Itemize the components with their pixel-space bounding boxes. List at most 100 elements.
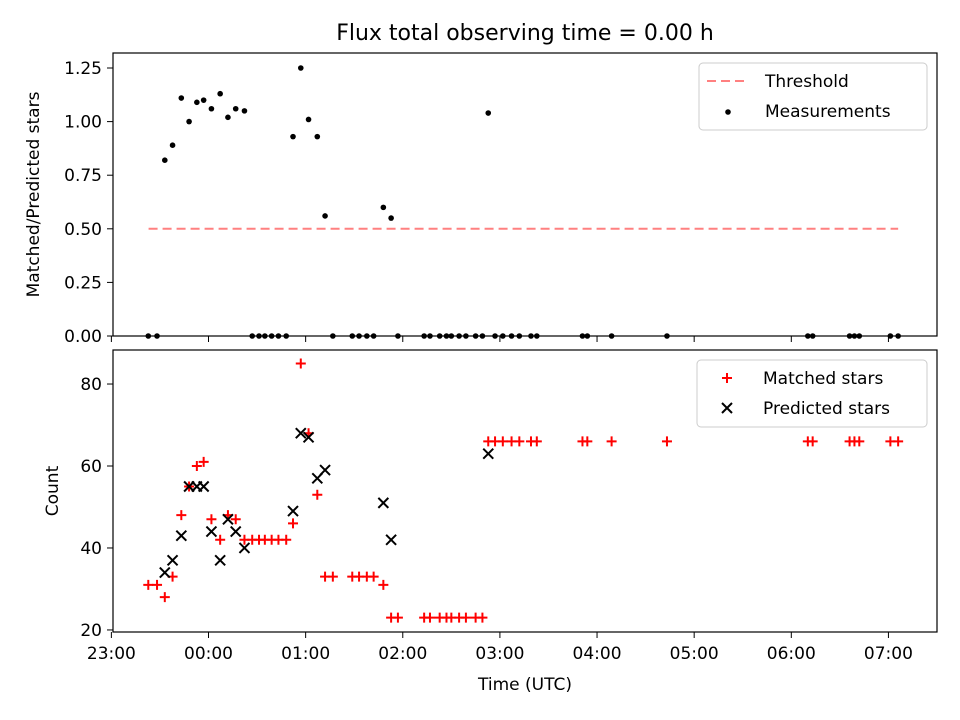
legend-top: Threshold Measurements (698, 62, 928, 131)
measurement-point (528, 333, 534, 339)
measurement-point (500, 333, 506, 339)
measurement-point (508, 333, 515, 339)
predicted-star-point (319, 464, 331, 476)
measurement-point (448, 333, 455, 339)
matched-star-point (230, 514, 241, 525)
measurement-point (395, 333, 401, 339)
x-tick-label: 05:00 (670, 644, 719, 664)
matched-star-point (176, 510, 187, 521)
matched-star-point (288, 518, 299, 529)
matched-star-point (191, 460, 202, 471)
legend-predicted-swatch (721, 402, 733, 414)
legend-threshold-label: Threshold (764, 72, 849, 92)
predicted-star-point (377, 497, 390, 509)
measurement-point (217, 90, 223, 97)
predicted-star-point (197, 480, 210, 493)
measurement-point (851, 333, 858, 339)
y-tick-label: 0.00 (64, 327, 102, 347)
y-tick-label: 1.00 (64, 113, 102, 133)
top-panel: 0.00 0.25 0.50 0.75 1.00 1.25 Matched/Predicte… (24, 52, 938, 347)
measurement-point (664, 333, 670, 339)
predicted-star-point (166, 554, 179, 566)
measurement-point (608, 333, 615, 339)
measurement-point (472, 333, 479, 339)
measurement-point (169, 142, 176, 148)
matched-star-point (215, 534, 226, 545)
measurement-point (380, 204, 387, 211)
y-tick-label: 20 (80, 621, 102, 641)
matched-star-point (143, 579, 154, 590)
measurement-point (436, 333, 443, 339)
measurement-point (856, 333, 863, 339)
measurement-point (388, 215, 394, 221)
axes-frame (112, 349, 938, 633)
measurement-point (370, 333, 377, 339)
measurement-point (516, 333, 523, 339)
x-tick-label: 06:00 (767, 644, 816, 664)
matched-star-point (531, 436, 542, 447)
measurement-point (443, 333, 450, 339)
legend-bottom: Matched stars Predicted stars (696, 359, 928, 428)
axes-frame (112, 52, 938, 337)
measurement-point (249, 333, 256, 339)
y-tick-label: 60 (80, 457, 102, 477)
measurement-point (305, 116, 312, 123)
measurement-point (356, 333, 362, 339)
predicted-star-point (302, 431, 315, 444)
measurement-point (241, 108, 248, 114)
x-tick-label: 02:00 (378, 644, 427, 664)
matched-star-point (327, 571, 338, 582)
measurement-point (364, 333, 370, 339)
legend-measurement-label: Measurements (765, 102, 891, 122)
bottom-panel: 20 40 60 80 23:00 00:00 01:00 02:00 03:00 04:00 05… (43, 349, 938, 695)
legend-matched-swatch (722, 373, 732, 383)
measurement-point (579, 333, 586, 339)
measurement-point (479, 333, 486, 339)
measurement-point (427, 333, 433, 339)
measurement-point (314, 133, 321, 140)
measurement-point (186, 118, 192, 125)
matched-star-point (893, 436, 904, 447)
measurement-point (584, 333, 591, 339)
matched-star-point (159, 592, 170, 603)
measurement-point (145, 333, 152, 339)
x-tick-label: 23:00 (87, 644, 136, 664)
x-tick-label: 01:00 (281, 644, 330, 664)
matched-star-point (606, 436, 617, 447)
measurement-point (283, 333, 290, 339)
matched-star-point (312, 489, 323, 500)
measurement-point (330, 333, 336, 339)
matched-star-point (392, 612, 403, 623)
measurement-point (275, 333, 282, 339)
measurement-point (268, 333, 275, 339)
predicted-star-point (482, 447, 494, 460)
measurement-point (421, 333, 427, 339)
y-tick-label: 0.25 (64, 273, 102, 293)
matched-star-point (497, 436, 508, 447)
measurement-point (232, 105, 239, 112)
measurement-point (534, 333, 540, 339)
x-tick-label: 03:00 (475, 644, 524, 664)
matched-star-point (378, 579, 389, 590)
measurement-point (846, 333, 853, 339)
predicted-star-point (222, 513, 234, 525)
measurement-point (262, 333, 268, 339)
measurement-point (208, 105, 215, 112)
y-axis-label: Count (43, 465, 63, 516)
predicted-star-point (287, 505, 299, 517)
y-axis-label: Matched/Predicted stars (24, 91, 44, 297)
matched-star-point (854, 436, 865, 447)
measurement-point (200, 97, 207, 103)
measurement-point (256, 333, 262, 339)
y-tick-label: 80 (80, 375, 102, 395)
matched-star-point (198, 456, 209, 467)
y-tick-label: 0.50 (64, 220, 102, 240)
y-tick-label: 40 (80, 539, 102, 559)
measurement-point (194, 99, 200, 106)
measurement-point (805, 333, 811, 339)
measurement-point (178, 95, 185, 101)
matched-star-point (514, 436, 525, 447)
predicted-star-point (159, 566, 171, 579)
measurement-point (485, 110, 492, 116)
x-tick-label: 00:00 (184, 644, 233, 664)
